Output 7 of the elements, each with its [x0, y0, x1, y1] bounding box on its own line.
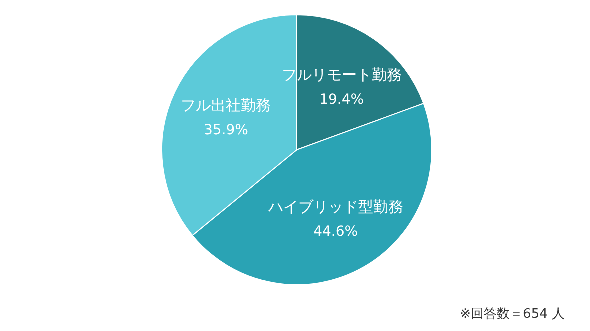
data-label: 44.6% [314, 224, 358, 240]
slice-label: フルリモート勤務 [282, 66, 402, 84]
slice-label: ハイブリッド型勤務 [267, 198, 404, 216]
data-label: 19.4% [320, 92, 364, 108]
data-label: 35.9% [204, 122, 248, 139]
slice-label: フル出社勤務 [181, 96, 272, 115]
text: ※回答数＝654 人 [460, 307, 565, 322]
